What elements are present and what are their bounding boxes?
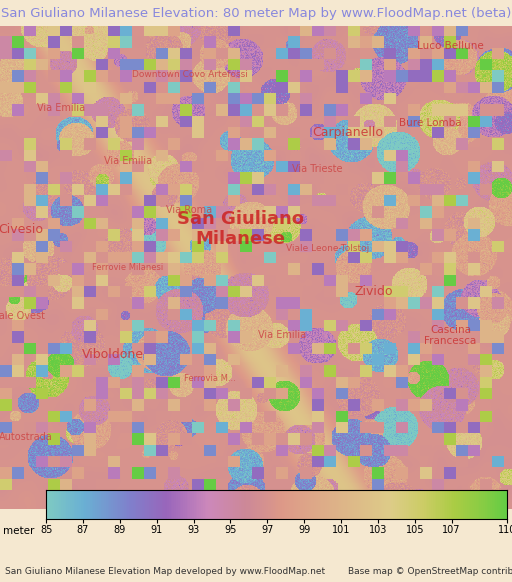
Text: Via Roma: Via Roma <box>166 205 212 215</box>
Text: Carpianello: Carpianello <box>313 126 383 139</box>
Text: Downtown Covo Artefossi: Downtown Covo Artefossi <box>132 70 247 79</box>
Text: Civesio: Civesio <box>0 222 43 236</box>
Text: San Giuliano Milanese Elevation: 80 meter Map by www.FloodMap.net (beta): San Giuliano Milanese Elevation: 80 mete… <box>1 6 511 20</box>
Text: Via Emilia: Via Emilia <box>258 331 306 340</box>
Text: meter: meter <box>3 526 34 536</box>
Text: Bure Lomba: Bure Lomba <box>399 118 461 128</box>
Text: San Giuliano Milanese Elevation Map developed by www.FloodMap.net: San Giuliano Milanese Elevation Map deve… <box>5 567 325 576</box>
Text: Autostrada: Autostrada <box>0 432 52 442</box>
Text: jale Ovest: jale Ovest <box>0 311 45 321</box>
Text: Zivido: Zivido <box>354 285 393 299</box>
Text: Luco Bellune: Luco Bellune <box>417 41 484 51</box>
Text: San Giuliano
Milanese: San Giuliano Milanese <box>177 210 304 249</box>
Text: Base map © OpenStreetMap contributors: Base map © OpenStreetMap contributors <box>348 567 512 576</box>
Text: osm-static-maps: osm-static-maps <box>427 491 502 499</box>
Text: Cascina
Francesca: Cascina Francesca <box>424 325 477 346</box>
Text: Viale Leone-Tolstoj: Viale Leone-Tolstoj <box>286 244 369 253</box>
Text: Via Emilia: Via Emilia <box>37 104 86 113</box>
Text: Ferrovia M...: Ferrovia M... <box>184 374 236 384</box>
Text: Viboldone: Viboldone <box>81 348 144 361</box>
Text: Via Trieste: Via Trieste <box>292 164 343 173</box>
Text: Ferrovie Milanesi: Ferrovie Milanesi <box>92 263 164 272</box>
Text: Via Emilia: Via Emilia <box>104 157 152 166</box>
